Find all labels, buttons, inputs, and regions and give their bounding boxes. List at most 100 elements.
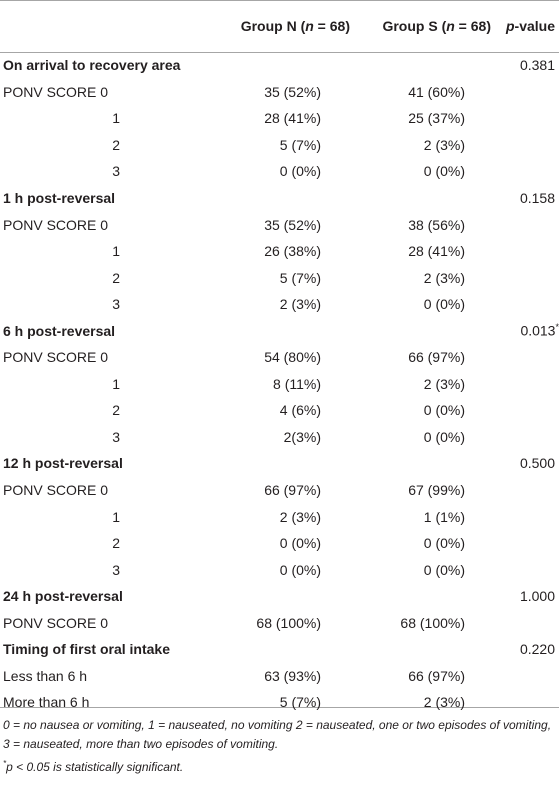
group-s-value: 0 (0%)	[423, 163, 465, 180]
pvalue-empty	[493, 291, 559, 318]
table-footnotes: 0 = no nausea or vomiting, 1 = nauseated…	[3, 716, 553, 777]
row-label: PONV SCORE 0	[3, 482, 109, 499]
row-label: 1	[112, 375, 120, 392]
section-title: On arrival to recovery area	[3, 57, 181, 74]
group-n-value: 4 (6%)	[279, 402, 321, 419]
pvalue-empty	[493, 503, 559, 530]
pvalue-empty	[493, 530, 559, 557]
row-label: PONV SCORE 0	[3, 614, 109, 631]
group-n-value: 63 (93%)	[264, 667, 321, 684]
table-row: PONV SCORE 0 54 (80%) 66 (97%)	[0, 344, 559, 371]
footnote-significance-text: p < 0.05 is statistically significant.	[6, 760, 184, 774]
table-row: 1 26 (38%) 28 (41%)	[0, 238, 559, 265]
table-row: 1 28 (41%) 25 (37%)	[0, 105, 559, 132]
group-n-value: 28 (41%)	[264, 110, 321, 127]
row-label: PONV SCORE 0	[3, 83, 109, 100]
section-pvalue: 0.381	[519, 57, 555, 74]
pvalue-empty	[493, 556, 559, 583]
pvalue-empty	[493, 211, 559, 238]
table-row: 3 0 (0%) 0 (0%)	[0, 158, 559, 185]
group-n-value: 54 (80%)	[264, 349, 321, 366]
pvalue-empty	[493, 105, 559, 132]
footnote-star: *	[3, 759, 7, 768]
header-pvalue: p-value	[505, 18, 555, 34]
section-title: 24 h post-reversal	[3, 588, 123, 605]
group-s-value: 0 (0%)	[423, 535, 465, 552]
group-s-value: 66 (97%)	[408, 349, 465, 366]
table-body: On arrival to recovery area 0.381 PONV SCO…	[0, 52, 559, 716]
table-row: PONV SCORE 0 68 (100%) 68 (100%)	[0, 609, 559, 636]
footnote-scale: 0 = no nausea or vomiting, 1 = nauseated…	[3, 718, 552, 751]
group-n-value: 66 (97%)	[264, 482, 321, 499]
table-row: 1 8 (11%) 2 (3%)	[0, 371, 559, 398]
row-label: 1	[112, 243, 120, 260]
row-label: 1	[112, 508, 120, 525]
row-label: 2	[112, 402, 120, 419]
group-s-value: 2 (3%)	[423, 136, 465, 153]
table-row: 1 2 (3%) 1 (1%)	[0, 503, 559, 530]
group-s-value: 0 (0%)	[423, 428, 465, 445]
pvalue-empty	[493, 371, 559, 398]
group-n-value: 26 (38%)	[264, 243, 321, 260]
section-title: 12 h post-reversal	[3, 455, 123, 472]
group-s-value: 38 (56%)	[408, 216, 465, 233]
row-label: 3	[112, 163, 120, 180]
section-pvalue: 0.013*	[520, 322, 559, 340]
section-row: 6 h post-reversal 0.013*	[0, 317, 559, 344]
section-row: On arrival to recovery area 0.381	[0, 52, 559, 79]
section-pvalue: 0.500	[519, 455, 555, 472]
group-s-value: 0 (0%)	[423, 296, 465, 313]
row-label: 3	[112, 561, 120, 578]
pvalue-empty	[493, 264, 559, 291]
section-title: 1 h post-reversal	[3, 190, 116, 206]
group-s-value: 0 (0%)	[423, 402, 465, 419]
section-row: 24 h post-reversal 1.000	[0, 583, 559, 610]
section-pvalue: 0.158	[519, 190, 555, 206]
section-pvalue: 1.000	[519, 588, 555, 605]
table-row: More than 6 h 5 (7%) 2 (3%)	[0, 689, 559, 716]
group-n-value: 0 (0%)	[279, 163, 321, 180]
table-row: 3 2 (3%) 0 (0%)	[0, 291, 559, 318]
header-row: Group N (n = 68) Group S (n = 68) p-valu…	[0, 0, 559, 52]
row-label: Less than 6 h	[3, 667, 88, 684]
table-row: 2 4 (6%) 0 (0%)	[0, 397, 559, 424]
group-n-value: 68 (100%)	[256, 614, 321, 631]
group-n-value: 2 (3%)	[279, 508, 321, 525]
row-label: 2	[112, 136, 120, 153]
group-s-value: 66 (97%)	[408, 667, 465, 684]
group-n-value: 8 (11%)	[273, 375, 321, 392]
row-label: More than 6 h	[3, 694, 90, 711]
table-row: PONV SCORE 0 66 (97%) 67 (99%)	[0, 477, 559, 504]
group-s-value: 2 (3%)	[423, 694, 465, 711]
table-row: 2 5 (7%) 2 (3%)	[0, 132, 559, 159]
table-row: 2 0 (0%) 0 (0%)	[0, 530, 559, 557]
section-title: 6 h post-reversal	[3, 322, 116, 339]
row-label: 2	[112, 535, 120, 552]
group-s-value: 67 (99%)	[408, 482, 465, 499]
section-row: 12 h post-reversal 0.500	[0, 450, 559, 477]
row-label: PONV SCORE 0	[3, 349, 109, 366]
row-label: 1	[112, 110, 120, 127]
group-n-value: 35 (52%)	[264, 83, 321, 100]
group-n-value: 2(3%)	[283, 428, 321, 445]
header-group-s: Group S (n = 68)	[382, 18, 491, 34]
pvalue-empty	[493, 158, 559, 185]
pvalue-empty	[493, 477, 559, 504]
group-n-value: 5 (7%)	[279, 269, 321, 286]
group-s-value: 2 (3%)	[423, 375, 465, 392]
group-s-value: 28 (41%)	[408, 243, 465, 260]
group-s-value: 68 (100%)	[400, 614, 465, 631]
table-row: 3 0 (0%) 0 (0%)	[0, 556, 559, 583]
header-rule	[0, 52, 559, 53]
table-row: 3 2(3%) 0 (0%)	[0, 424, 559, 451]
row-label: 3	[112, 428, 120, 445]
pvalue-empty	[493, 424, 559, 451]
group-s-value: 1 (1%)	[423, 508, 465, 525]
row-label: PONV SCORE 0	[3, 216, 109, 233]
group-n-value: 0 (0%)	[279, 535, 321, 552]
header-blank	[0, 0, 205, 52]
group-n-value: 2 (3%)	[279, 296, 321, 313]
header-group-n: Group N (n = 68)	[240, 18, 350, 34]
group-s-value: 41 (60%)	[408, 83, 465, 100]
